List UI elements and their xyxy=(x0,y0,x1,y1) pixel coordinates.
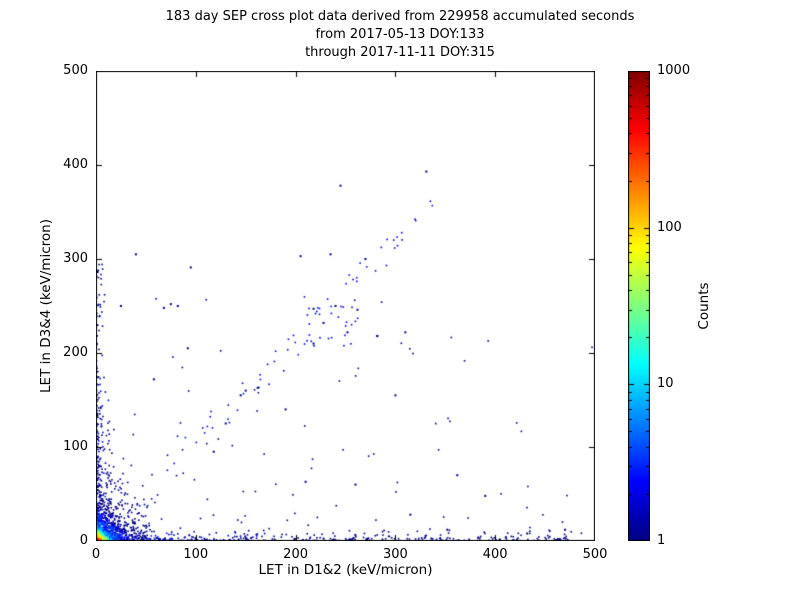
y-axis-label: LET in D3&4 (keV/micron) xyxy=(38,219,54,393)
scatter-density-plot-canvas xyxy=(96,71,595,541)
y-tick-label: 200 xyxy=(63,345,88,360)
x-tick-label: 100 xyxy=(183,547,209,562)
colorbar-tick-label: 100 xyxy=(657,219,682,235)
figure-title-line-2: from 2017-05-13 DOY:133 xyxy=(315,27,485,42)
colorbar-tick-label: 10 xyxy=(657,376,674,392)
y-tick-label: 400 xyxy=(63,157,88,172)
x-tick-label: 300 xyxy=(382,547,408,562)
y-tick-label: 300 xyxy=(63,251,88,266)
x-tick-label: 0 xyxy=(91,547,101,562)
x-tick-label: 500 xyxy=(582,547,608,562)
x-axis-label: LET in D1&2 (keV/micron) xyxy=(258,562,433,578)
colorbar-canvas xyxy=(628,71,650,541)
x-tick-label: 200 xyxy=(283,547,308,562)
figure-title-line-3: through 2017-11-11 DOY:315 xyxy=(305,45,495,60)
figure-title-line-1: 183 day SEP cross plot data derived from… xyxy=(165,9,635,24)
colorbar-tick-label: 1000 xyxy=(657,63,691,78)
y-tick-label: 0 xyxy=(79,533,88,548)
x-tick-label: 400 xyxy=(482,547,508,562)
y-tick-label: 500 xyxy=(63,63,88,78)
colorbar-label: Counts xyxy=(696,282,712,330)
colorbar-tick-label: 1 xyxy=(657,533,666,548)
y-tick-label: 100 xyxy=(63,439,88,454)
